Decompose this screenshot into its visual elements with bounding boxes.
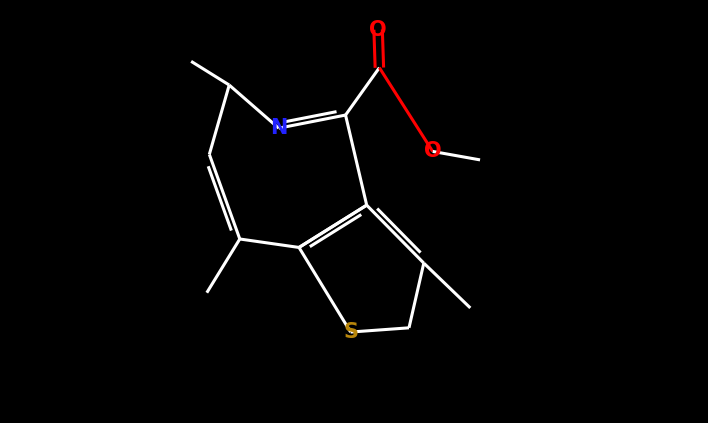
- Text: S: S: [343, 322, 358, 342]
- Text: N: N: [270, 118, 287, 138]
- Text: O: O: [424, 141, 442, 162]
- Text: O: O: [370, 19, 387, 40]
